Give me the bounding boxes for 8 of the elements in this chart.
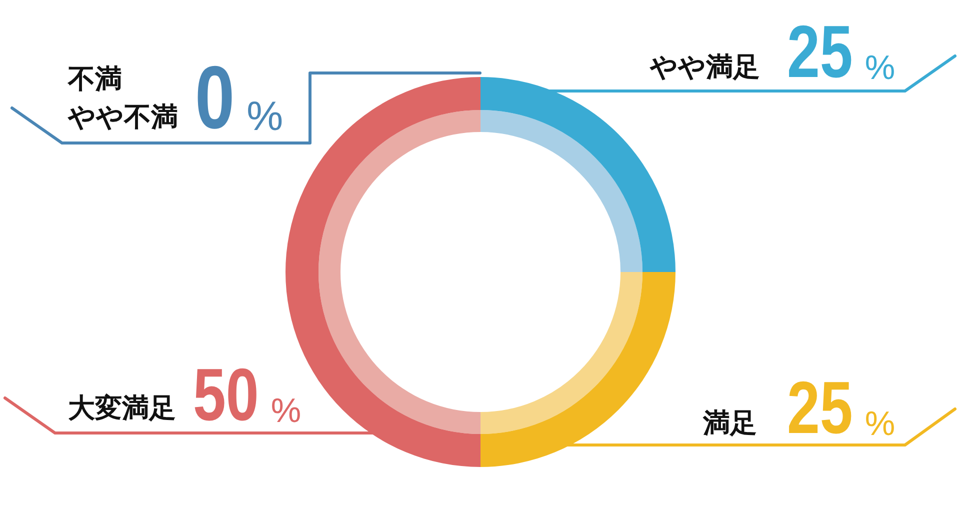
text: 25% [787, 10, 896, 94]
text: 25% [787, 366, 896, 450]
text: 50% [193, 354, 302, 437]
slice-label: 大変満足 [68, 393, 176, 424]
text: 0% [195, 48, 284, 148]
slice-label: 満足 [702, 408, 757, 439]
category-label: 不満やや不満 [68, 64, 178, 133]
slice-label: やや満足 [649, 52, 760, 83]
